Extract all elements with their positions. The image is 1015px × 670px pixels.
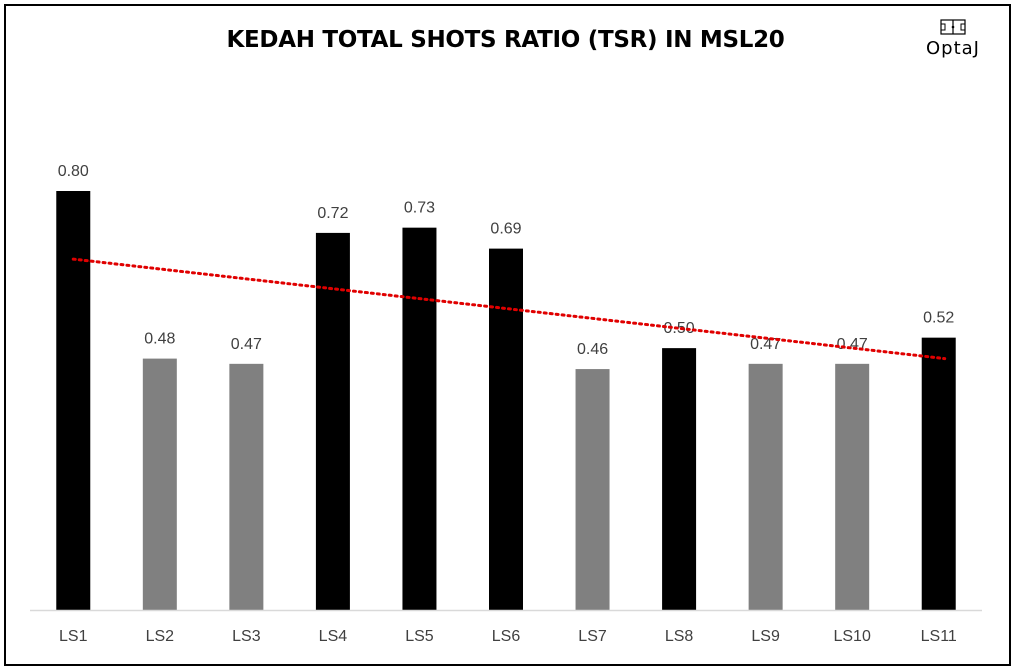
- bar-ls10: [835, 363, 870, 610]
- bar-ls11: [921, 337, 956, 610]
- data-label-ls6: 0.69: [490, 221, 521, 238]
- bar-ls1: [56, 191, 91, 610]
- bar-ls6: [489, 248, 523, 611]
- x-tick-labels-group: LS1 LS2 LS3 LS4 LS5 LS6 LS7 LS8 LS9 LS10 LS11: [59, 628, 957, 645]
- bar-ls9: [748, 363, 783, 610]
- bar-ls3: [229, 363, 264, 610]
- tick-label-ls9: LS9: [751, 628, 780, 645]
- tick-label-ls10: LS10: [833, 628, 870, 645]
- tick-label-ls3: LS3: [232, 628, 261, 645]
- logo-text: OptaJ: [926, 38, 980, 59]
- trendline: [71, 257, 947, 361]
- data-label-ls3: 0.47: [231, 336, 262, 353]
- tick-label-ls6: LS6: [492, 628, 521, 645]
- tick-label-ls8: LS8: [665, 628, 694, 645]
- tick-label-ls2: LS2: [146, 628, 175, 645]
- opta-logo: OptaJ: [918, 18, 988, 62]
- data-labels-group: 0.800.48 0.470.72 0.730.690.460.500.47 0.47…: [58, 163, 955, 358]
- pitch-icon: [940, 19, 966, 35]
- tick-label-ls4: LS4: [319, 628, 348, 645]
- data-label-ls1: 0.80: [58, 163, 89, 180]
- bar-ls8: [662, 348, 697, 610]
- data-label-ls8: 0.50: [664, 320, 695, 337]
- data-label-ls10: 0.47: [837, 336, 868, 353]
- bars-group: [56, 191, 956, 611]
- tick-label-ls5: LS5: [405, 628, 434, 645]
- data-label-ls2: 0.48: [144, 331, 175, 348]
- tick-label-ls1: LS1: [59, 628, 88, 645]
- bar-ls4: [315, 232, 350, 610]
- bar-ls2: [142, 358, 177, 610]
- chart-title: KEDAH TOTAL SHOTS RATIO (TSR) IN MSL20: [226, 27, 785, 53]
- data-label-ls4: 0.72: [317, 205, 348, 222]
- bar-ls7: [575, 369, 610, 610]
- tick-label-ls7: LS7: [578, 628, 607, 645]
- data-label-ls11: 0.52: [923, 310, 954, 327]
- tick-label-ls11: LS11: [921, 628, 957, 645]
- bar-ls5: [402, 227, 437, 610]
- data-label-ls5: 0.73: [404, 200, 435, 217]
- data-label-ls7: 0.46: [577, 341, 608, 358]
